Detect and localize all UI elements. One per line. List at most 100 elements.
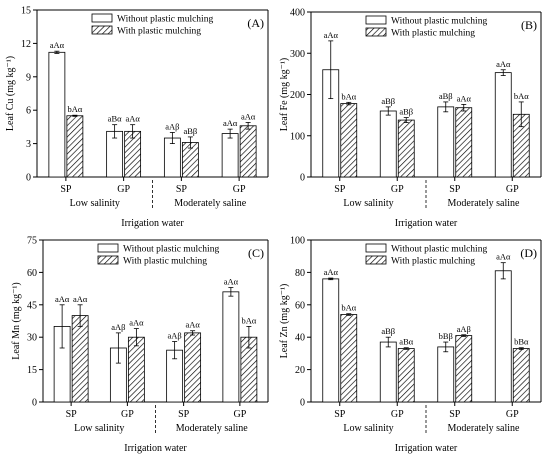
y-tick-label: 12: [21, 39, 31, 50]
significance-label: aAβ: [168, 331, 182, 341]
legend-label: With plastic mulching: [391, 257, 475, 267]
significance-label: aAα: [457, 93, 472, 103]
significance-label: aAα: [50, 40, 65, 50]
bar-without-mulch: [322, 278, 340, 403]
panel-label: (A): [247, 16, 264, 30]
legend-swatch-without-mulch: [365, 15, 387, 25]
bar-with-mulch: [340, 103, 358, 178]
group-label-moderately-saline: Moderately saline: [176, 423, 248, 434]
x-tick-label: GP: [233, 184, 246, 195]
y-tick-label: 30: [27, 333, 37, 344]
bar-with-mulch: [239, 125, 257, 178]
bar-without-mulch: [222, 291, 240, 403]
bar-without-mulch: [48, 51, 66, 178]
x-tick-label: SP: [449, 184, 461, 195]
significance-label: aBβ: [183, 126, 197, 136]
significance-label: aAα: [241, 111, 256, 121]
legend-swatch-with-mulch: [365, 255, 387, 265]
y-tick-label: 0: [26, 173, 31, 184]
legend-label: Without plastic mulching: [391, 245, 487, 255]
y-tick-label: 0: [300, 398, 305, 409]
significance-label: bBα: [514, 337, 529, 347]
x-tick-label: GP: [121, 409, 134, 420]
legend-label: With plastic mulching: [123, 257, 207, 267]
x-axis-label: Irrigation water: [121, 218, 184, 229]
legend-swatch-with-mulch: [365, 27, 387, 37]
x-tick-label: SP: [176, 184, 188, 195]
x-tick-label: GP: [506, 409, 519, 420]
x-tick-label: SP: [449, 409, 461, 420]
x-axis-label: Irrigation water: [395, 218, 458, 229]
group-label-low-salinity: Low salinity: [70, 198, 120, 209]
x-tick-label: SP: [178, 409, 190, 420]
y-tick-label: 40: [295, 333, 305, 344]
significance-label: aAα: [125, 114, 140, 124]
panel-label: (B): [521, 18, 537, 32]
y-axis-label: Leaf Mn (mg kg⁻¹): [11, 282, 22, 359]
significance-label: aAα: [223, 118, 238, 128]
x-tick-label: SP: [66, 409, 78, 420]
significance-label: aAβ: [111, 322, 125, 332]
significance-label: aAα: [496, 59, 511, 69]
bar-without-mulch: [437, 346, 455, 403]
x-tick-label: GP: [391, 409, 404, 420]
significance-label: bBβ: [439, 331, 453, 341]
y-axis-label: Leaf Cu (mg kg⁻¹): [5, 56, 16, 131]
significance-label: bAα: [341, 303, 356, 313]
legend-label: With plastic mulching: [391, 29, 475, 39]
panel-label: (C): [248, 246, 264, 260]
legend-label: With plastic mulching: [117, 27, 201, 37]
bar-without-mulch: [221, 133, 239, 178]
bar-without-mulch: [437, 106, 455, 178]
bar-without-mulch: [494, 72, 512, 178]
significance-label: aAα: [496, 252, 511, 262]
y-tick-label: 15: [27, 365, 37, 376]
legend-label: Without plastic mulching: [123, 245, 219, 255]
y-tick-label: 75: [27, 236, 37, 247]
y-tick-label: 100: [290, 131, 305, 142]
group-label-moderately-saline: Moderately saline: [448, 423, 520, 434]
y-tick-label: 300: [290, 49, 305, 60]
group-label-moderately-saline: Moderately saline: [448, 198, 520, 209]
x-axis-label: Irrigation water: [124, 443, 187, 454]
significance-label: aBα: [399, 337, 413, 347]
y-axis-label: Leaf Fe (mg kg⁻¹): [279, 58, 290, 132]
significance-label: aBβ: [399, 107, 413, 117]
significance-label: aBβ: [381, 96, 395, 106]
bar-with-mulch: [340, 314, 358, 403]
legend-swatch-without-mulch: [91, 13, 113, 23]
y-tick-label: 100: [290, 236, 305, 247]
y-tick-label: 9: [26, 72, 31, 83]
legend-label: Without plastic mulching: [391, 17, 487, 27]
significance-label: aAα: [55, 294, 70, 304]
y-tick-label: 60: [295, 300, 305, 311]
y-tick-label: 400: [290, 8, 305, 19]
bar-with-mulch: [455, 335, 473, 403]
bar-with-mulch: [71, 315, 89, 403]
y-tick-label: 80: [295, 268, 305, 279]
significance-label: bAα: [514, 91, 529, 101]
group-label-low-salinity: Low salinity: [343, 423, 393, 434]
bar-with-mulch: [397, 348, 415, 403]
y-tick-label: 200: [290, 90, 305, 101]
y-tick-label: 15: [21, 6, 31, 17]
bar-with-mulch: [127, 336, 145, 403]
y-tick-label: 45: [27, 300, 37, 311]
y-tick-label: 6: [26, 106, 31, 117]
legend-swatch-without-mulch: [365, 243, 387, 253]
bar-with-mulch: [66, 115, 84, 178]
bar-without-mulch: [494, 270, 512, 403]
bar-with-mulch: [184, 332, 202, 403]
significance-label: bAα: [241, 315, 256, 325]
y-tick-label: 0: [300, 173, 305, 184]
significance-label: aAα: [185, 320, 200, 330]
legend-label: Without plastic mulching: [117, 15, 213, 25]
significance-label: aAβ: [165, 121, 179, 131]
panel-label: (D): [520, 246, 537, 260]
significance-label: bAα: [67, 104, 82, 114]
group-label-low-salinity: Low salinity: [343, 198, 393, 209]
y-tick-label: 20: [295, 365, 305, 376]
